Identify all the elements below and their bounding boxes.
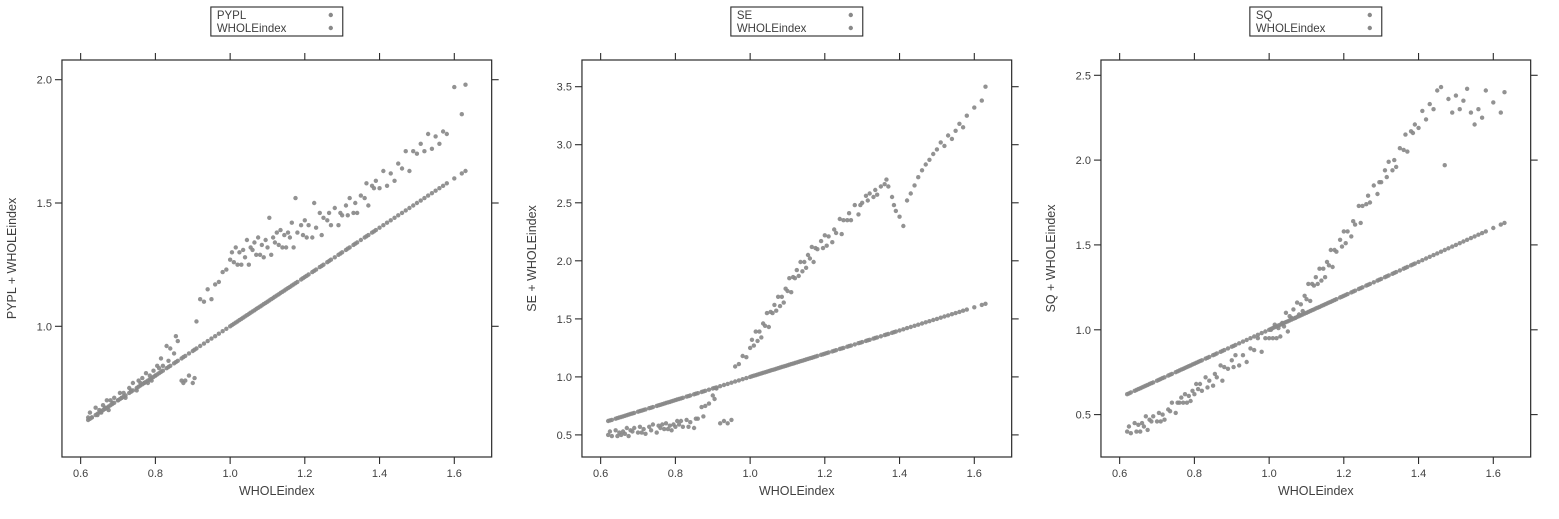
series-SQ [1125, 84, 1508, 436]
y-tick-label: 1.0 [37, 321, 52, 333]
x-tick-label: 1.0 [742, 468, 757, 480]
x-tick-label: 1.2 [297, 468, 312, 480]
plot-frame [581, 59, 1012, 458]
y-tick-label: 1.5 [556, 314, 571, 326]
scatter-plot-pypl: 0.6 0.8 1.0 1.2 1.4 1.61.01.52.0WHOLEindexPYP… [5, 6, 499, 498]
legend-label: WHOLEindex [1256, 23, 1326, 35]
x-tick-label: 1.6 [447, 468, 462, 480]
y-tick-label: 1.0 [556, 372, 571, 384]
x-tick-label: 0.8 [1187, 468, 1202, 480]
legend-box [729, 6, 863, 37]
y-tick-label: 1.5 [1076, 240, 1091, 252]
x-tick-label: 1.2 [817, 468, 832, 480]
x-tick-label: 1.6 [1486, 468, 1501, 480]
legend-marker-dot [848, 25, 853, 31]
legend-marker-dot [1367, 12, 1373, 18]
series-WHOLEindex [1125, 220, 1508, 397]
x-tick-label: 0.8 [148, 468, 163, 480]
legend-label: WHOLEindex [737, 23, 807, 35]
x-tick-label: 1.4 [892, 468, 907, 480]
series-SE [605, 84, 988, 439]
x-tick-label: 0.8 [667, 468, 682, 480]
y-tick-label: 2.0 [556, 256, 571, 268]
legend-box [210, 6, 344, 37]
x-tick-label: 0.6 [1112, 468, 1127, 480]
x-tick-label: 1.4 [372, 468, 387, 480]
legend-marker-dot [1367, 25, 1373, 31]
y-tick-label: 0.5 [1076, 410, 1091, 422]
x-axis-label: WHOLEindex [1278, 484, 1354, 498]
y-axis-label: SE + WHOLEindex [525, 204, 539, 311]
panel-sq: 0.6 0.8 1.0 1.2 1.4 1.6 0.5 1.0 1.5 2.0 2.5 WHOLEin… [1039, 0, 1559, 519]
series-WHOLEindex [85, 168, 468, 423]
x-tick-label: 1.4 [1411, 468, 1426, 480]
x-axis-label: WHOLEindex [239, 484, 315, 498]
x-tick-label: 0.6 [593, 468, 608, 480]
x-tick-label: 0.6 [73, 468, 88, 480]
plot-frame [1100, 59, 1532, 458]
legend-label: WHOLEindex [217, 23, 287, 35]
y-tick-label: 2.0 [1076, 155, 1091, 167]
x-tick-label: 1.0 [223, 468, 238, 480]
legend-label: PYPL [217, 10, 246, 22]
panel-pypl: 0.6 0.8 1.0 1.2 1.4 1.6 1.0 1.5 2.0 WHOLEindex PYP… [0, 0, 520, 519]
x-tick-label: 1.0 [1262, 468, 1277, 480]
x-tick-label: 1.6 [966, 468, 981, 480]
y-tick-label: 1.5 [37, 198, 52, 210]
y-tick-label: 3.5 [556, 82, 571, 94]
y-tick-label: 3.0 [556, 140, 571, 152]
series-PYPL [85, 82, 468, 420]
legend-label: SE [737, 10, 753, 22]
legend-label: SQ [1256, 10, 1273, 22]
legend-marker-dot [328, 25, 333, 31]
y-tick-label: 2.0 [37, 75, 52, 87]
legend-marker-dot [328, 12, 333, 18]
y-axis-label: PYPL + WHOLEindex [5, 197, 19, 319]
panel-se: 0.6 0.8 1.0 1.2 1.4 1.6 0.5 1.0 1.5 2.0 2.5 3.0 3.5 W… [520, 0, 1040, 519]
scatter-plot-sq: 0.6 0.8 1.0 1.2 1.4 1.6 0.5 1.0 1.5 2.0 2.5 WHOLEin… [1044, 6, 1538, 498]
y-tick-label: 2.5 [556, 198, 571, 210]
legend-marker-dot [848, 12, 853, 18]
y-tick-label: 1.0 [1076, 325, 1091, 337]
y-tick-label: 2.5 [1076, 70, 1091, 82]
series-WHOLEindex [605, 301, 988, 424]
y-axis-label: SQ + WHOLEindex [1044, 204, 1058, 313]
scatter-plot-se: 0.6 0.8 1.0 1.2 1.4 1.6 0.5 1.0 1.5 2.0 2.5 3.0 3.5 W… [525, 6, 1019, 498]
y-tick-label: 0.5 [556, 430, 571, 442]
x-tick-label: 1.2 [1336, 468, 1351, 480]
x-axis-label: WHOLEindex [759, 484, 835, 498]
legend-box [1249, 6, 1383, 37]
